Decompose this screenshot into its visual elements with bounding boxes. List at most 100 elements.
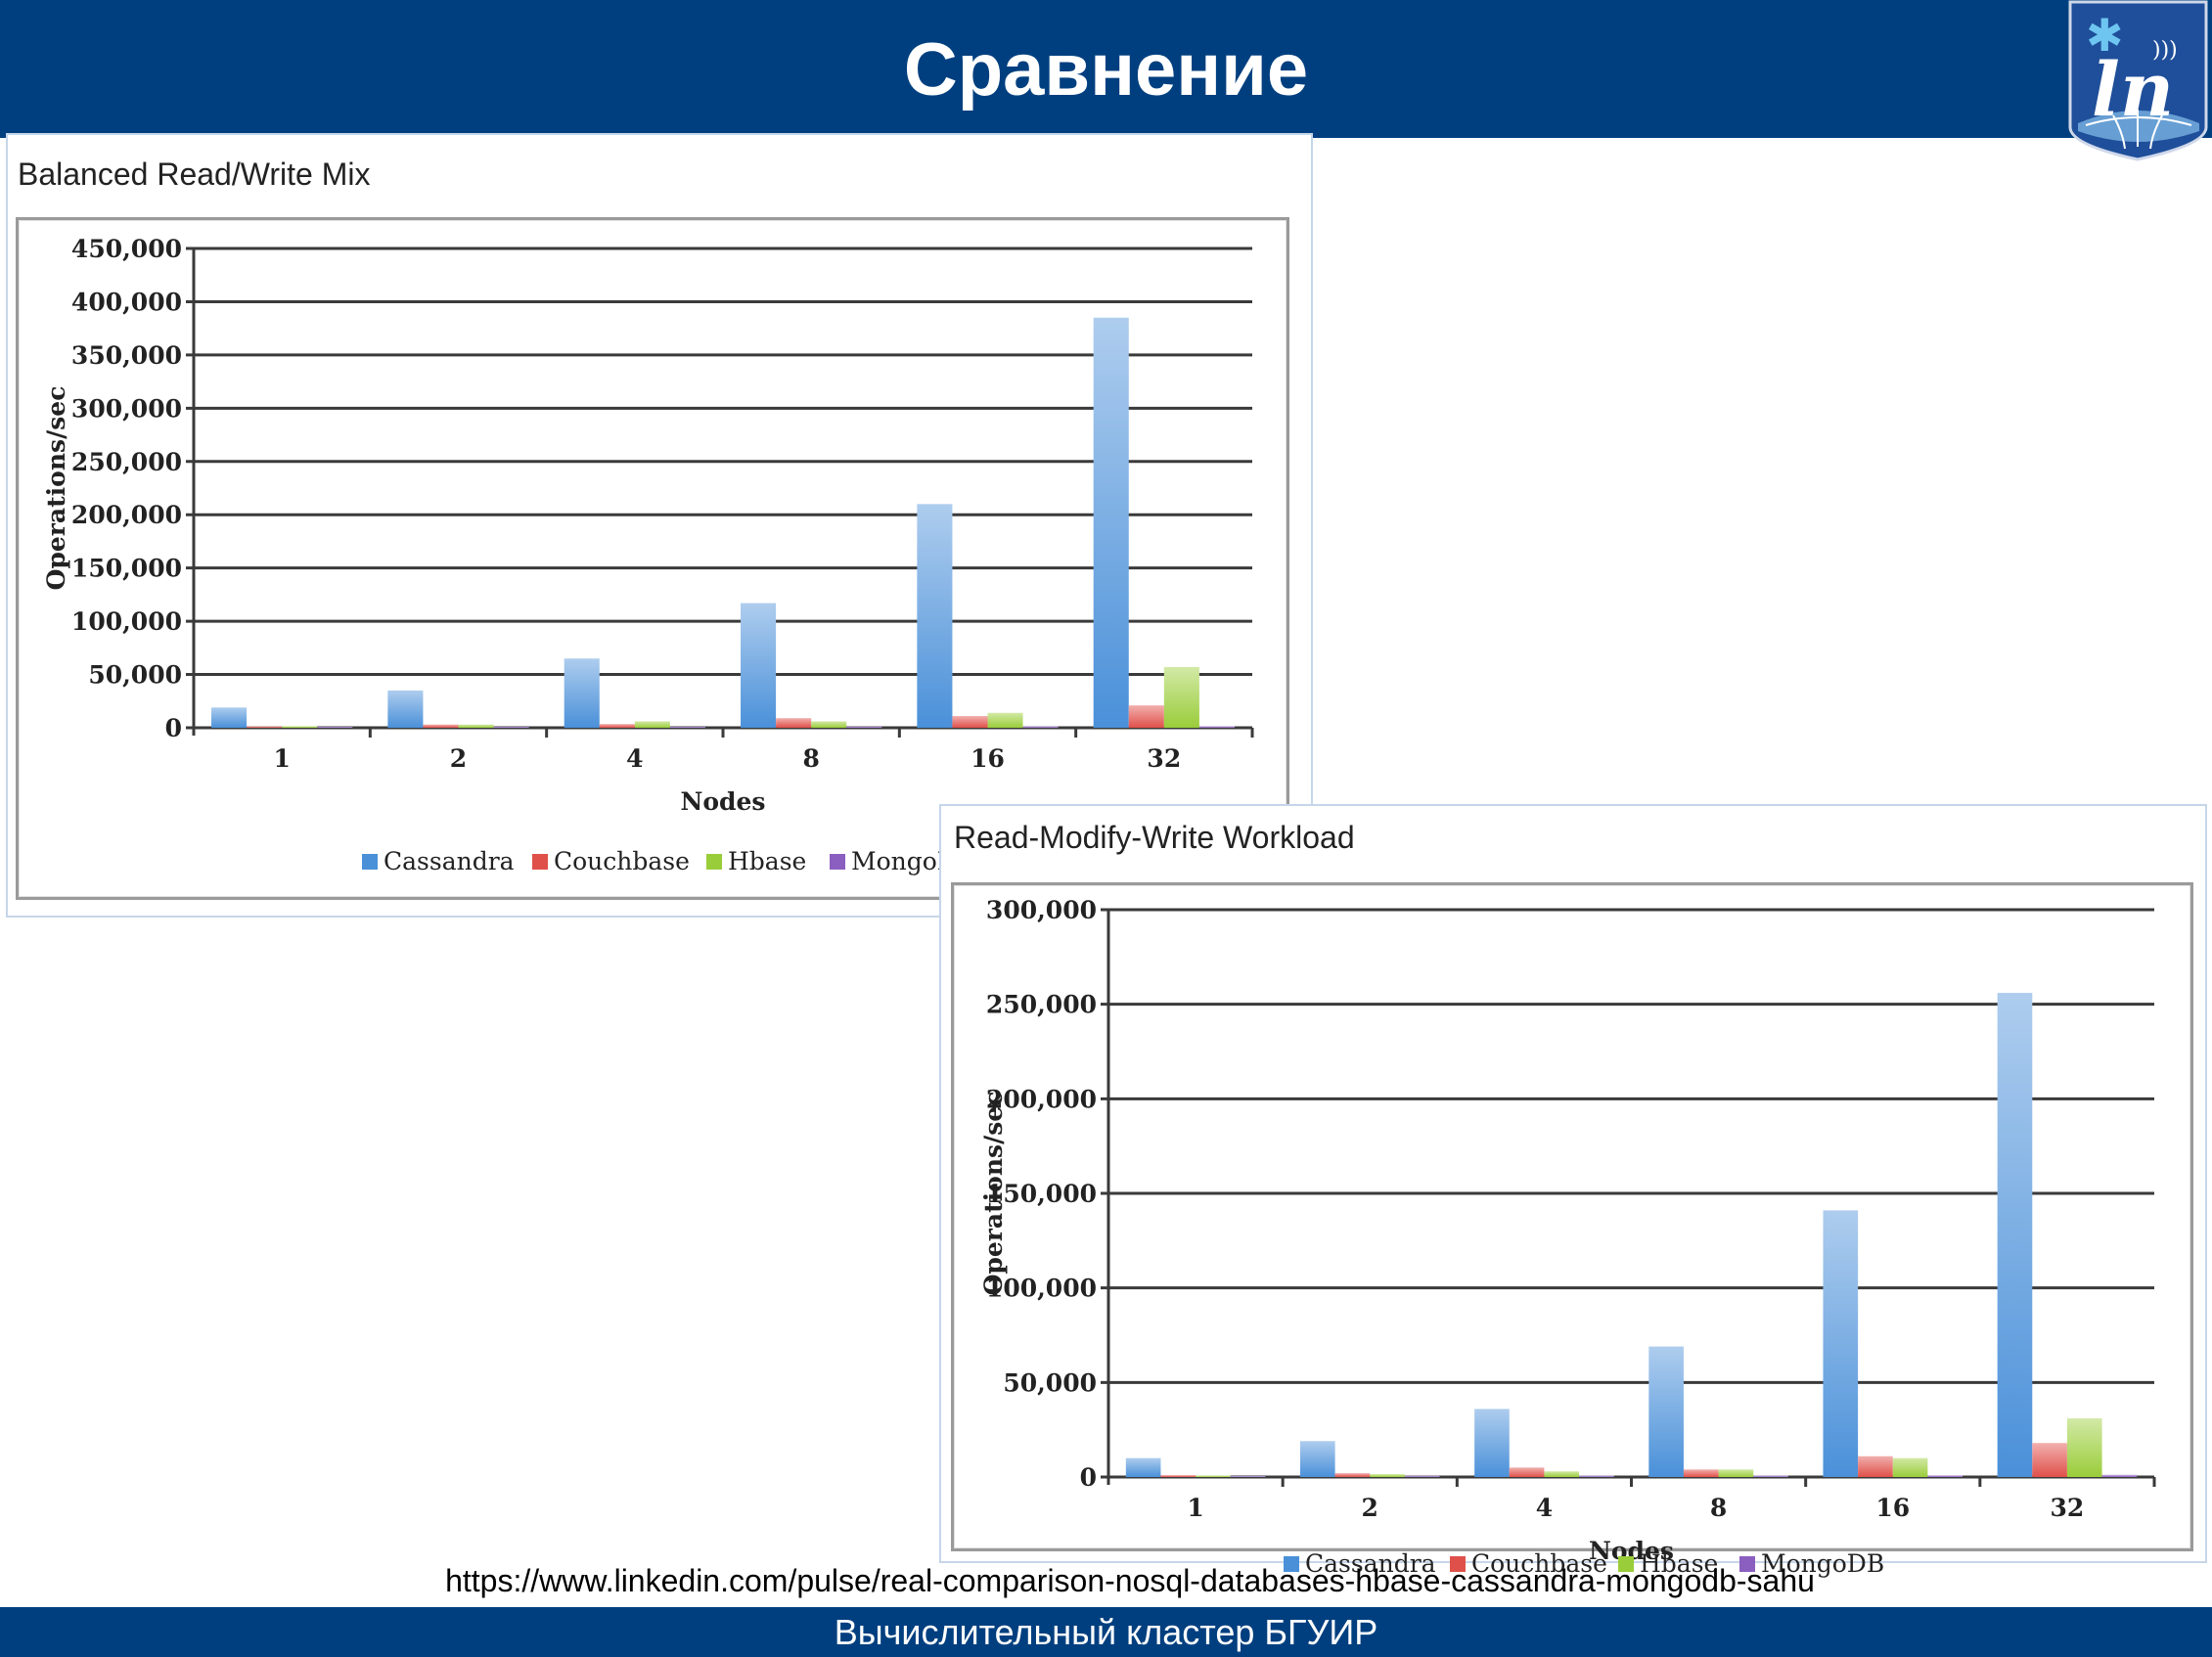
y-axis-label: Operations/sec: [979, 1092, 1008, 1296]
balanced-read-write-chart: 450,000400,000350,000300,000250,000200,0…: [42, 235, 1254, 875]
footer-text: Вычислительный кластер БГУИР: [834, 1612, 1378, 1652]
legend-label-cassandra: Cassandra: [384, 847, 515, 875]
balanced-chart-panel: Balanced Read/Write Mix 450,000 400,000 35…: [6, 133, 1313, 918]
bar-mongodb: [1198, 726, 1235, 728]
bar-cassandra: [917, 504, 953, 728]
bar-couchbase: [2032, 1443, 2067, 1477]
bar-hbase: [1718, 1469, 1754, 1477]
y-tick-label: 450,000: [71, 235, 182, 263]
chart-title: Balanced Read/Write Mix: [18, 157, 371, 192]
x-tick-label: 8: [1710, 1494, 1727, 1522]
legend-label-hbase: Hbase: [1640, 1549, 1718, 1578]
x-tick-label: 16: [1875, 1494, 1910, 1522]
chart-title: Read-Modify-Write Workload: [954, 820, 1355, 855]
bar-couchbase: [1160, 1475, 1196, 1477]
bar-cassandra: [1823, 1210, 1859, 1477]
legend-label-hbase: Hbase: [728, 847, 806, 875]
slide-header: Сравнение: [0, 0, 2212, 138]
y-tick-label: 0: [165, 714, 182, 742]
x-tick-label: 8: [802, 744, 819, 773]
university-crest-icon: ✱ ))) ln: [2068, 0, 2208, 161]
x-tick-label: 1: [273, 744, 290, 773]
legend-swatch-couchbase: [1450, 1556, 1466, 1572]
bar-couchbase: [1683, 1469, 1719, 1477]
bar-couchbase: [1128, 705, 1164, 728]
slide-title: Сравнение: [903, 28, 1309, 112]
bar-hbase: [282, 726, 318, 728]
y-tick-label: 200,000: [986, 1085, 1097, 1113]
legend-label-couchbase: Couchbase: [1471, 1549, 1607, 1578]
bar-hbase: [811, 721, 847, 728]
y-tick-label: 0: [1080, 1463, 1097, 1492]
x-tick-label: 32: [1147, 744, 1181, 773]
bar-mongodb: [493, 727, 529, 728]
legend-label-couchbase: Couchbase: [554, 847, 690, 875]
bar-hbase: [458, 724, 494, 728]
legend-swatch-mongodb: [830, 854, 845, 870]
bar-cassandra: [1997, 993, 2033, 1477]
y-tick-label: 150,000: [71, 555, 182, 583]
svg-text:✱: ✱: [2086, 9, 2124, 62]
bar-cassandra: [741, 603, 777, 728]
read-modify-write-chart: 300,000 250,000 200,000 150,000 100,000 50,00…: [979, 896, 2156, 1578]
y-tick-label: 250,000: [71, 448, 182, 476]
bar-mongodb: [1927, 1475, 1964, 1477]
bar-cassandra: [564, 658, 600, 728]
svg-text:))): ))): [2152, 38, 2178, 63]
x-tick-label: 32: [2051, 1494, 2085, 1522]
y-tick-label: 400,000: [71, 288, 182, 316]
svg-text:ln: ln: [2092, 46, 2174, 133]
bar-hbase: [1196, 1475, 1231, 1477]
bar-couchbase: [599, 724, 635, 728]
bar-hbase: [1544, 1471, 1580, 1477]
bar-couchbase: [952, 716, 988, 728]
y-tick-label: 300,000: [986, 896, 1097, 924]
bar-couchbase: [776, 718, 812, 728]
x-tick-label: 4: [1536, 1494, 1553, 1522]
bar-couchbase: [423, 724, 459, 728]
y-tick-label: 350,000: [71, 341, 182, 370]
x-axis-label: Nodes: [681, 787, 766, 816]
source-link[interactable]: https://www.linkedin.com/pulse/real-comp…: [445, 1563, 1815, 1598]
bar-couchbase: [1334, 1473, 1371, 1477]
bar-couchbase: [247, 726, 283, 728]
bar-hbase: [987, 712, 1023, 728]
bar-mongodb: [1230, 1476, 1266, 1477]
legend-label-cassandra: Cassandra: [1305, 1549, 1436, 1578]
bar-mongodb: [1022, 726, 1059, 728]
bar-hbase: [1370, 1474, 1405, 1477]
bar-mongodb: [1579, 1475, 1614, 1477]
bar-cassandra: [1648, 1346, 1684, 1477]
legend-label-mongodb: MongoDB: [1761, 1549, 1884, 1578]
bar-cassandra: [1125, 1457, 1161, 1477]
x-tick-label: 1: [1187, 1494, 1203, 1522]
rmw-chart-panel: Read-Modify-Write Workload 300,000 250,00…: [939, 804, 2207, 1578]
bar-hbase: [1892, 1457, 1928, 1477]
y-axis-label: Operations/sec: [42, 386, 70, 591]
bar-cassandra: [387, 690, 424, 728]
bar-mongodb: [846, 726, 882, 728]
x-tick-label: 4: [626, 744, 643, 773]
x-tick-label: 16: [971, 744, 1005, 773]
x-tick-label: 2: [450, 744, 467, 773]
y-tick-label: 300,000: [71, 394, 182, 423]
y-tick-label: 250,000: [986, 991, 1097, 1019]
legend-swatch-mongodb: [1739, 1556, 1755, 1572]
chart-plot-frame: [16, 217, 1289, 900]
y-tick-label: 100,000: [986, 1275, 1097, 1303]
bar-mongodb: [2101, 1474, 2138, 1477]
legend-swatch-hbase: [706, 854, 722, 870]
bar-couchbase: [1509, 1467, 1545, 1477]
slide-footer: Вычислительный кластер БГУИР: [0, 1607, 2212, 1657]
bar-hbase: [1163, 666, 1199, 728]
bar-mongodb: [669, 727, 705, 728]
chart-plot-frame: [951, 882, 2193, 1551]
bar-mongodb: [317, 727, 353, 728]
y-tick-label: 100,000: [71, 607, 182, 636]
bar-couchbase: [1858, 1455, 1893, 1477]
y-tick-label: 150,000: [986, 1180, 1097, 1208]
legend-swatch-hbase: [1618, 1556, 1634, 1572]
legend-swatch-cassandra: [1284, 1556, 1299, 1572]
x-tick-label: 2: [1362, 1494, 1378, 1522]
bar-hbase: [2066, 1418, 2102, 1477]
